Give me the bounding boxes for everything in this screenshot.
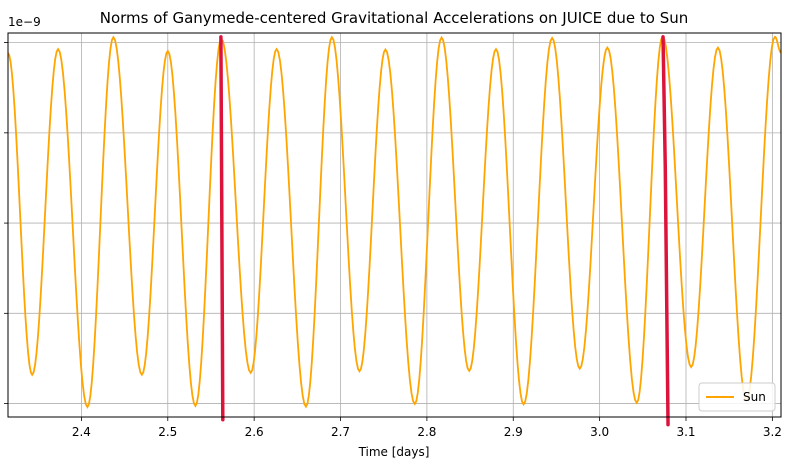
x-axis-label: Time [days] [358,445,430,459]
x-tick-label: 3.2 [763,425,782,439]
x-tick-label: 2.9 [504,425,523,439]
highlight-segment-1 [219,35,225,422]
series-line-sun [8,34,781,409]
plot-frame [7,32,782,418]
x-tick-label: 3.1 [676,425,695,439]
x-tick-label: 2.5 [158,425,177,439]
x-ticks: 2.4 2.5 2.6 2.7 2.8 2.9 3.0 3.1 3.2 [72,417,782,439]
x-tick-label: 2.4 [72,425,91,439]
chart-title: Norms of Ganymede-centered Gravitational… [100,9,689,27]
legend-box [698,382,776,412]
legend-label-sun: Sun [743,390,766,404]
x-tick-label: 2.6 [245,425,264,439]
legend: Sun [698,382,776,412]
y-ticks [4,42,8,404]
highlight-segment-2 [661,35,670,427]
x-tick-label: 2.8 [417,425,436,439]
x-tick-label: 2.7 [331,425,350,439]
x-tick-label: 3.0 [590,425,609,439]
y-offset-text: 1e−9 [8,15,41,29]
plot-lines [8,34,781,427]
